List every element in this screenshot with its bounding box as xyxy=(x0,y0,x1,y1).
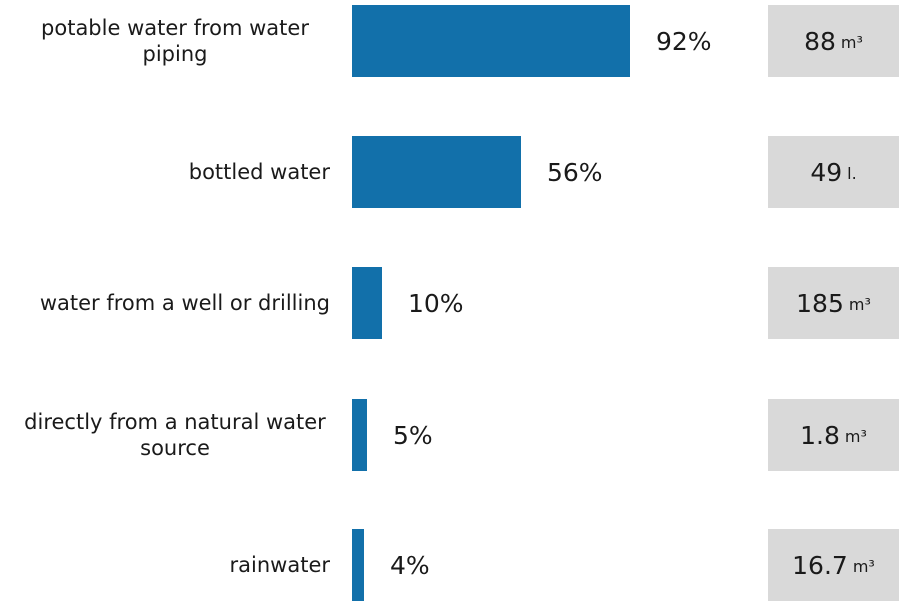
bar-row: water from a well or drilling 10% 185 m³ xyxy=(0,267,917,339)
category-label-text: potable water from water piping xyxy=(41,16,309,66)
quantity-unit: m³ xyxy=(840,32,863,52)
bar-row: bottled water 56% 49 l. xyxy=(0,136,917,208)
quantity-box: 185 m³ xyxy=(768,267,899,339)
quantity-value: 49 xyxy=(810,157,843,187)
bar-row: potable water from water piping 92% 88 m³ xyxy=(0,5,917,77)
quantity-box: 1.8 m³ xyxy=(768,399,899,471)
percentage-label: 56% xyxy=(547,157,603,187)
percentage-label: 5% xyxy=(393,420,433,450)
quantity-unit: l. xyxy=(847,163,857,183)
category-label: bottled water xyxy=(0,136,330,208)
category-label: potable water from water piping xyxy=(0,5,330,77)
bar xyxy=(352,267,382,339)
quantity-unit: m³ xyxy=(848,294,871,314)
category-label-text: water from a well or drilling xyxy=(39,291,330,315)
category-label-text: bottled water xyxy=(188,160,330,184)
category-label-text: directly from a natural water source xyxy=(24,410,326,460)
quantity-unit: m³ xyxy=(852,556,875,576)
bar xyxy=(352,136,521,208)
percentage-label: 10% xyxy=(408,288,464,318)
category-label-text: rainwater xyxy=(229,553,330,577)
quantity-unit: m³ xyxy=(844,426,867,446)
quantity-value: 16.7 xyxy=(792,550,848,580)
bar-row: rainwater 4% 16.7 m³ xyxy=(0,529,917,601)
quantity-value: 88 xyxy=(804,26,836,56)
category-label: directly from a natural water source xyxy=(0,399,330,471)
bar xyxy=(352,529,364,601)
quantity-value: 185 xyxy=(796,288,844,318)
quantity-box: 16.7 m³ xyxy=(768,529,899,601)
quantity-value: 1.8 xyxy=(800,420,840,450)
bar xyxy=(352,399,367,471)
category-label: rainwater xyxy=(0,529,330,601)
percentage-label: 92% xyxy=(656,26,712,56)
quantity-box: 49 l. xyxy=(768,136,899,208)
percentage-label: 4% xyxy=(390,550,430,580)
bar-row: directly from a natural water source 5% 1.… xyxy=(0,399,917,471)
category-label: water from a well or drilling xyxy=(0,267,330,339)
quantity-box: 88 m³ xyxy=(768,5,899,77)
bar xyxy=(352,5,630,77)
